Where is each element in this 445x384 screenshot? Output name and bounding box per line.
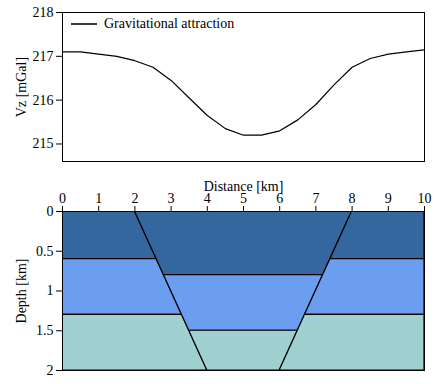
svg-text:1.5: 1.5 bbox=[36, 323, 54, 338]
svg-text:8: 8 bbox=[349, 191, 356, 206]
svg-text:9: 9 bbox=[385, 191, 392, 206]
svg-text:1: 1 bbox=[47, 283, 54, 298]
svg-text:5: 5 bbox=[240, 190, 247, 206]
svg-text:10: 10 bbox=[418, 191, 432, 206]
svg-text:4: 4 bbox=[203, 190, 211, 206]
html-text:Gravitational attraction: Gravitational attraction bbox=[104, 16, 235, 31]
svg-text:217: 217 bbox=[33, 49, 54, 64]
svg-text:Distance [km]: Distance [km] bbox=[204, 179, 284, 194]
svg-text:215: 215 bbox=[33, 136, 54, 151]
svg-text:7: 7 bbox=[312, 191, 319, 206]
svg-text:216: 216 bbox=[33, 93, 54, 108]
svg-text:0: 0 bbox=[47, 204, 54, 219]
svg-text:2: 2 bbox=[47, 363, 54, 378]
svg-text:Depth [km]: Depth [km] bbox=[14, 259, 29, 324]
svg-text:2: 2 bbox=[131, 191, 138, 206]
svg-text:3: 3 bbox=[168, 191, 175, 206]
svg-text:6: 6 bbox=[276, 190, 284, 206]
svg-text:0.5: 0.5 bbox=[36, 244, 54, 259]
svg-text:0: 0 bbox=[59, 191, 66, 206]
svg-text:218: 218 bbox=[33, 5, 54, 20]
svg-text:1: 1 bbox=[95, 191, 102, 206]
svg-text:Vz [mGal]: Vz [mGal] bbox=[14, 57, 29, 117]
